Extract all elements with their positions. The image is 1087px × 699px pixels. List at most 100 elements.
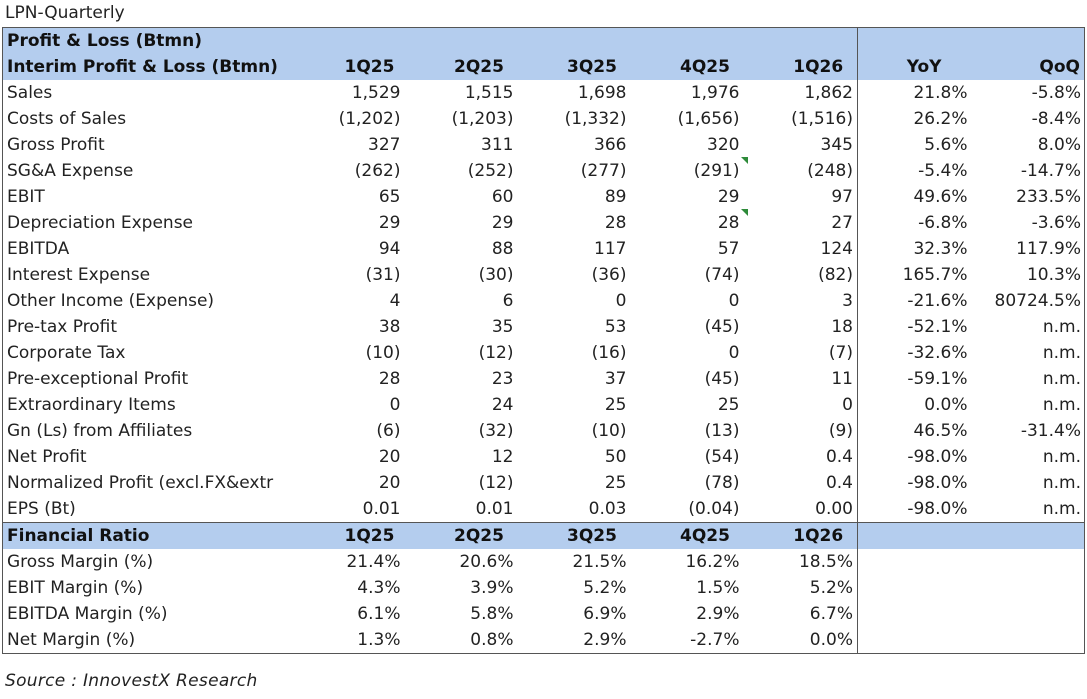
value-cell: 1,698 [577,83,627,103]
qoq-cell: -8.4% [971,106,1085,132]
value-cell: 0.0% [743,627,858,654]
table-row: EBIT Margin (%) 4.3% 3.9% 5.2% 1.5% 5.2% [2,575,1085,601]
qoq-header: QoQ [971,54,1085,80]
value-cell: 89 [604,187,627,207]
comment-marker [741,157,748,164]
yoy-header: YoY [857,54,972,80]
value-cell: 327 [368,135,401,155]
qoq-cell: -14.7% [971,158,1085,184]
value-cell: 1,515 [464,83,514,103]
period-header: 1Q26 [743,54,858,80]
table-row: Gross Profit 327 311 366 320 345 5.6% 8.0% [2,132,1085,158]
period-header: 1Q26 [743,522,858,549]
value-cell: 21.5% [572,552,627,572]
value-cell: 29 [378,213,401,233]
value-cell: (12) [478,473,514,493]
ratio-rows: Gross Margin (%) 21.4% 20.6% 21.5% 16.2% 18.5… [2,549,1085,654]
section-title-pl: Profit & Loss (Btmn) [2,27,299,54]
value-cell: 0 [389,395,401,415]
yoy-cell: 32.3% [913,239,968,259]
value-cell: (1,202) [338,109,401,129]
qoq-cell: -3.6% [971,210,1085,236]
value-cell: (9) [743,418,858,444]
table-row: EBITDA 94 88 117 57 124 32.3% 117.9% [2,236,1085,262]
row-label: SG&A Expense [2,158,299,184]
table-row: Pre-exceptional Profit 28 23 37 (45) 11 -59.1%… [2,366,1085,392]
section-title-interim: Interim Profit & Loss (Btmn) [2,54,299,80]
value-cell: 366 [594,135,627,155]
period-header: 1Q25 [298,54,405,80]
qoq-cell: n.m. [971,314,1085,340]
value-cell: (78) [704,473,740,493]
table-row: EPS (Bt) 0.01 0.01 0.03 (0.04) 0.00 -98.0% n.m. [2,496,1085,523]
header-row-periods: Interim Profit & Loss (Btmn) 1Q25 2Q25 3… [2,54,1085,80]
value-cell: 1,529 [351,83,401,103]
yoy-cell: -98.0% [907,499,968,519]
table-row: Net Profit 20 12 50 (54) 0.4 -98.0% n.m. [2,444,1085,470]
value-cell: 320 [707,135,740,155]
value-cell: 311 [481,135,514,155]
period-header: 2Q25 [404,522,518,549]
value-cell: 2.9% [517,627,631,654]
value-cell: 5.2% [583,578,627,598]
value-cell: (31) [365,265,401,285]
period-header: 2Q25 [404,54,518,80]
qoq-cell: n.m. [971,496,1085,523]
value-cell: (30) [478,265,514,285]
value-cell: 20.6% [459,552,514,572]
financial-table: Profit & Loss (Btmn) Interim Profit & Lo… [2,27,1085,654]
value-cell: 124 [743,236,858,262]
value-cell: (277) [580,161,627,181]
value-cell: 5.2% [743,575,858,601]
value-cell: 18.5% [743,549,858,575]
period-header: 4Q25 [630,522,744,549]
value-cell: 23 [491,369,514,389]
value-cell: 27 [743,210,858,236]
row-label: Depreciation Expense [2,210,299,236]
qoq-cell: n.m. [971,340,1085,366]
table-row: EBIT 65 60 89 29 97 49.6% 233.5% [2,184,1085,210]
row-label: EBITDA Margin (%) [2,601,299,627]
row-label: EBIT [2,184,299,210]
source-note: Source : InnovestX Research [5,671,258,691]
table-row: Interest Expense (31) (30) (36) (74) (82) 165.… [2,262,1085,288]
section-title-ratio: Financial Ratio [2,522,299,549]
value-cell: 18 [743,314,858,340]
yoy-cell: 26.2% [913,109,968,129]
value-cell: 0 [615,291,627,311]
value-cell: 345 [743,132,858,158]
table-row: Normalized Profit (excl.FX&extr 20 (12) 25 (… [2,470,1085,496]
value-cell: 0 [728,343,740,363]
value-cell: (74) [704,265,740,285]
row-label: Other Income (Expense) [2,288,299,314]
table-row: Sales 1,529 1,515 1,698 1,976 1,862 21.8% -5.8% [2,80,1085,106]
period-header: 3Q25 [517,54,631,80]
sheet-title: LPN-Quarterly [5,3,125,23]
value-cell: (10) [365,343,401,363]
yoy-cell: 46.5% [913,421,968,441]
value-cell: (1,332) [564,109,627,129]
yoy-cell: 0.0% [924,395,968,415]
value-cell: 3.9% [470,578,514,598]
table-row: EBITDA Margin (%) 6.1% 5.8% 6.9% 2.9% 6.7% [2,601,1085,627]
value-cell: 20 [378,473,401,493]
table-row: Depreciation Expense 29 29 28 28 27 -6.8% -3.6% [2,210,1085,236]
yoy-cell: -52.1% [907,317,968,337]
value-cell: (10) [591,421,627,441]
value-cell: 88 [491,239,514,259]
value-cell: (1,203) [451,109,514,129]
table-row: Costs of Sales (1,202) (1,203) (1,332) (1,65… [2,106,1085,132]
row-label: Costs of Sales [2,106,299,132]
row-label: EBITDA [2,236,299,262]
table-row: Other Income (Expense) 4 6 0 0 3 -21.6% 80724.5… [2,288,1085,314]
yoy-cell: -59.1% [907,369,968,389]
value-cell: 0.4 [743,444,858,470]
period-header: 4Q25 [630,54,744,80]
comment-marker [741,209,748,216]
value-cell: 1.3% [298,627,405,654]
value-cell: 25 [604,473,627,493]
value-cell: 3 [743,288,858,314]
header-row-section: Profit & Loss (Btmn) [2,27,1085,54]
value-cell: 57 [717,239,740,259]
row-label: Net Margin (%) [2,627,299,654]
